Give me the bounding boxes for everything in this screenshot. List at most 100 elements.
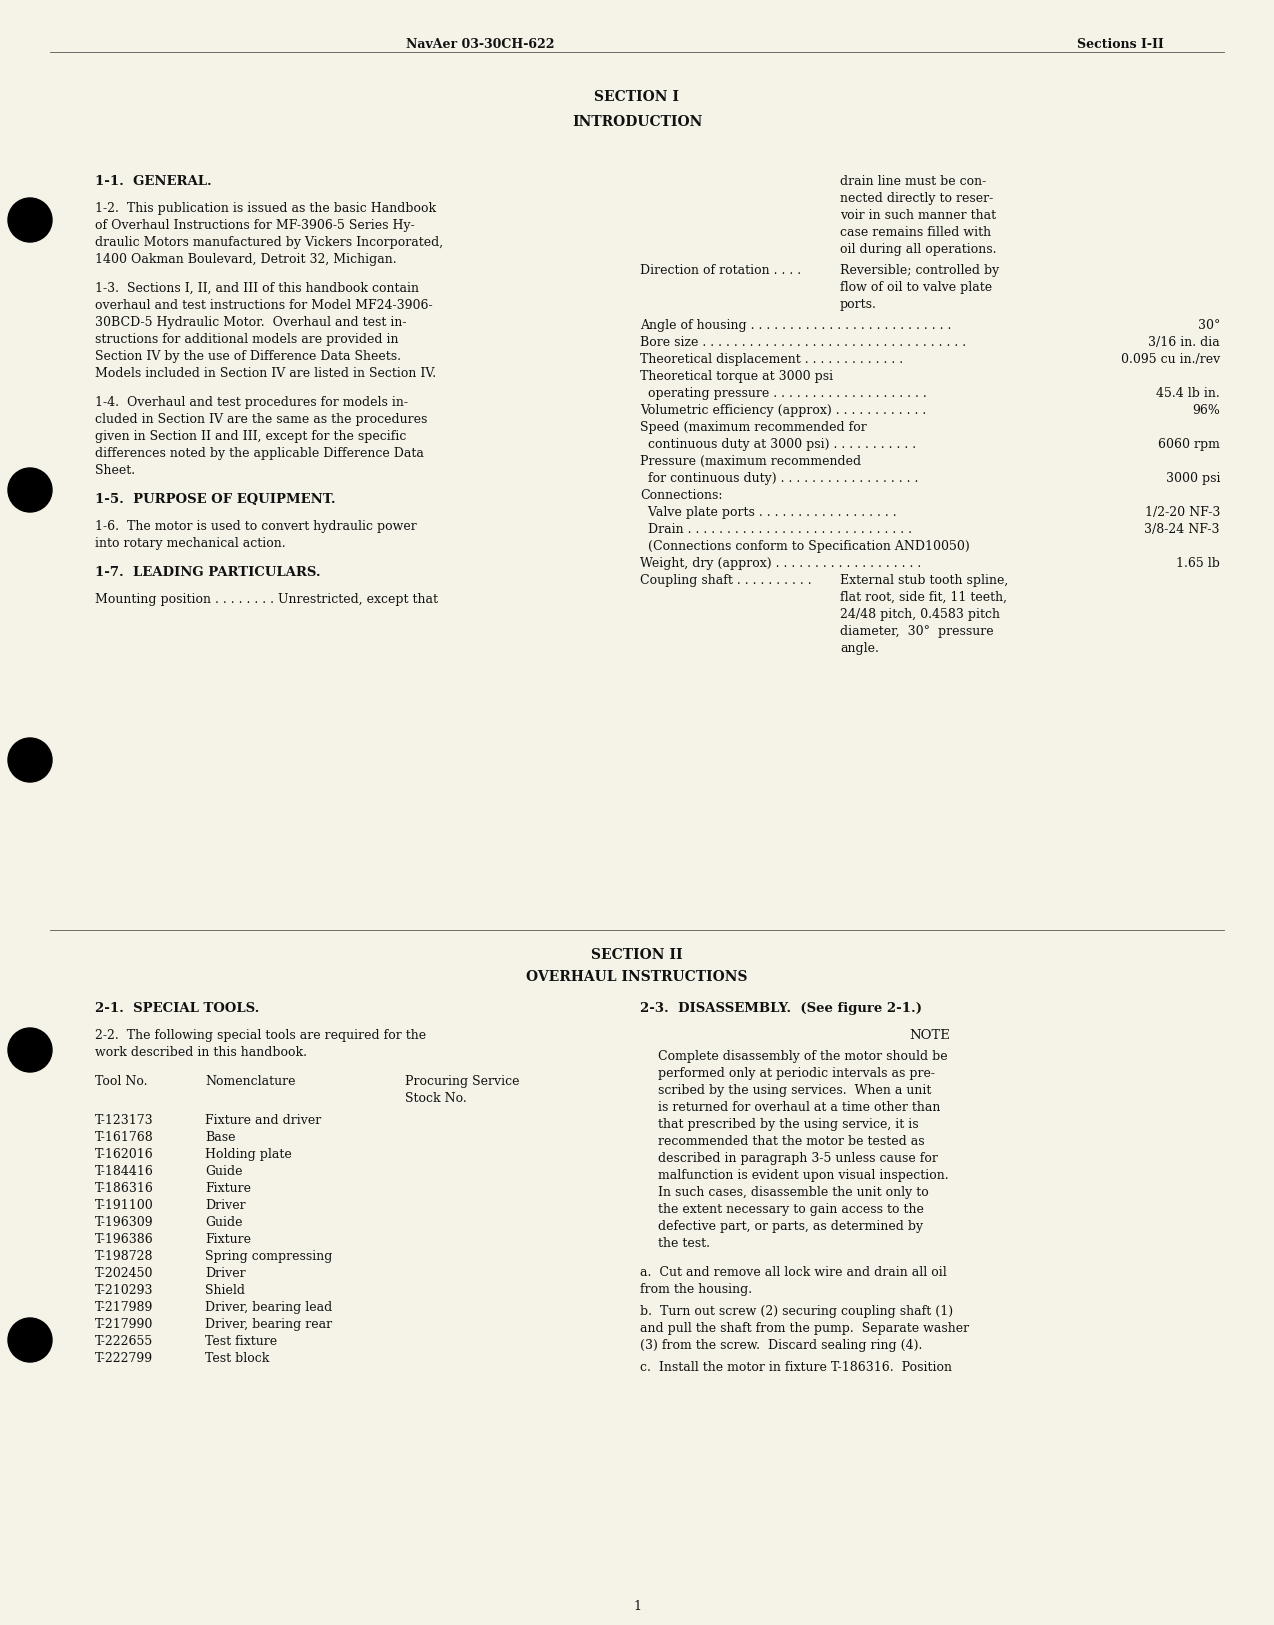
Circle shape: [8, 738, 52, 782]
Text: Drain . . . . . . . . . . . . . . . . . . . . . . . . . . . . .: Drain . . . . . . . . . . . . . . . . . …: [640, 523, 912, 536]
Text: voir in such manner that: voir in such manner that: [840, 210, 996, 223]
Text: defective part, or parts, as determined by: defective part, or parts, as determined …: [657, 1220, 924, 1233]
Text: of Overhaul Instructions for MF-3906-5 Series Hy-: of Overhaul Instructions for MF-3906-5 S…: [96, 219, 415, 232]
Text: 3/8-24 NF-3: 3/8-24 NF-3: [1144, 523, 1220, 536]
Text: T-222799: T-222799: [96, 1352, 153, 1365]
Text: Guide: Guide: [205, 1216, 242, 1228]
Text: External stub tooth spline,: External stub tooth spline,: [840, 574, 1008, 587]
Text: malfunction is evident upon visual inspection.: malfunction is evident upon visual inspe…: [657, 1168, 949, 1181]
Text: Theoretical displacement . . . . . . . . . . . . .: Theoretical displacement . . . . . . . .…: [640, 353, 903, 366]
Text: scribed by the using services.  When a unit: scribed by the using services. When a un…: [657, 1084, 931, 1097]
Text: Models included in Section IV are listed in Section IV.: Models included in Section IV are listed…: [96, 367, 436, 380]
Text: T-186316: T-186316: [96, 1181, 154, 1194]
Text: is returned for overhaul at a time other than: is returned for overhaul at a time other…: [657, 1102, 940, 1115]
Text: Volumetric efficiency (approx) . . . . . . . . . . . .: Volumetric efficiency (approx) . . . . .…: [640, 405, 926, 418]
Text: Procuring Service: Procuring Service: [405, 1076, 520, 1089]
Text: INTRODUCTION: INTRODUCTION: [572, 115, 702, 128]
Text: Angle of housing . . . . . . . . . . . . . . . . . . . . . . . . . .: Angle of housing . . . . . . . . . . . .…: [640, 318, 952, 331]
Text: 1-4.  Overhaul and test procedures for models in-: 1-4. Overhaul and test procedures for mo…: [96, 396, 408, 410]
Text: T-198728: T-198728: [96, 1250, 153, 1263]
Text: T-210293: T-210293: [96, 1284, 153, 1297]
Text: Fixture and driver: Fixture and driver: [205, 1115, 321, 1128]
Text: Driver, bearing lead: Driver, bearing lead: [205, 1302, 333, 1315]
Text: 1-1.  GENERAL.: 1-1. GENERAL.: [96, 176, 211, 188]
Text: ports.: ports.: [840, 297, 877, 310]
Text: structions for additional models are provided in: structions for additional models are pro…: [96, 333, 399, 346]
Text: cluded in Section IV are the same as the procedures: cluded in Section IV are the same as the…: [96, 413, 427, 426]
Text: Bore size . . . . . . . . . . . . . . . . . . . . . . . . . . . . . . . . . .: Bore size . . . . . . . . . . . . . . . …: [640, 336, 966, 349]
Text: Connections:: Connections:: [640, 489, 722, 502]
Text: T-217990: T-217990: [96, 1318, 153, 1331]
Text: 3/16 in. dia: 3/16 in. dia: [1148, 336, 1220, 349]
Text: from the housing.: from the housing.: [640, 1284, 752, 1297]
Text: the test.: the test.: [657, 1237, 710, 1250]
Text: draulic Motors manufactured by Vickers Incorporated,: draulic Motors manufactured by Vickers I…: [96, 236, 443, 249]
Text: T-184416: T-184416: [96, 1165, 154, 1178]
Text: case remains filled with: case remains filled with: [840, 226, 991, 239]
Circle shape: [8, 468, 52, 512]
Text: In such cases, disassemble the unit only to: In such cases, disassemble the unit only…: [657, 1186, 929, 1199]
Text: 30°: 30°: [1198, 318, 1220, 331]
Text: (Connections conform to Specification AND10050): (Connections conform to Specification AN…: [640, 540, 970, 552]
Text: Theoretical torque at 3000 psi: Theoretical torque at 3000 psi: [640, 370, 833, 383]
Text: Spring compressing: Spring compressing: [205, 1250, 333, 1263]
Text: 24/48 pitch, 0.4583 pitch: 24/48 pitch, 0.4583 pitch: [840, 608, 1000, 621]
Text: described in paragraph 3-5 unless cause for: described in paragraph 3-5 unless cause …: [657, 1152, 938, 1165]
Text: T-191100: T-191100: [96, 1199, 154, 1212]
Text: T-196386: T-196386: [96, 1233, 154, 1246]
Text: Stock No.: Stock No.: [405, 1092, 466, 1105]
Text: Mounting position . . . . . . . . Unrestricted, except that: Mounting position . . . . . . . . Unrest…: [96, 593, 438, 606]
Text: T-162016: T-162016: [96, 1147, 154, 1160]
Text: 1: 1: [633, 1601, 641, 1614]
Text: 1400 Oakman Boulevard, Detroit 32, Michigan.: 1400 Oakman Boulevard, Detroit 32, Michi…: [96, 254, 396, 266]
Text: Complete disassembly of the motor should be: Complete disassembly of the motor should…: [657, 1050, 948, 1063]
Text: T-217989: T-217989: [96, 1302, 153, 1315]
Text: Fixture: Fixture: [205, 1233, 251, 1246]
Text: NOTE: NOTE: [910, 1029, 950, 1042]
Text: 1-7.  LEADING PARTICULARS.: 1-7. LEADING PARTICULARS.: [96, 566, 321, 578]
Circle shape: [8, 198, 52, 242]
Text: operating pressure . . . . . . . . . . . . . . . . . . . .: operating pressure . . . . . . . . . . .…: [640, 387, 926, 400]
Text: differences noted by the applicable Difference Data: differences noted by the applicable Diff…: [96, 447, 424, 460]
Text: Driver: Driver: [205, 1199, 246, 1212]
Text: for continuous duty) . . . . . . . . . . . . . . . . . .: for continuous duty) . . . . . . . . . .…: [640, 471, 919, 484]
Text: 1-5.  PURPOSE OF EQUIPMENT.: 1-5. PURPOSE OF EQUIPMENT.: [96, 492, 335, 505]
Text: drain line must be con-: drain line must be con-: [840, 176, 986, 188]
Text: that prescribed by the using service, it is: that prescribed by the using service, it…: [657, 1118, 919, 1131]
Text: Driver, bearing rear: Driver, bearing rear: [205, 1318, 333, 1331]
Text: Section IV by the use of Difference Data Sheets.: Section IV by the use of Difference Data…: [96, 349, 401, 362]
Text: Holding plate: Holding plate: [205, 1147, 292, 1160]
Text: c.  Install the motor in fixture T-186316.  Position: c. Install the motor in fixture T-186316…: [640, 1362, 952, 1375]
Text: Tool No.: Tool No.: [96, 1076, 148, 1089]
Text: flow of oil to valve plate: flow of oil to valve plate: [840, 281, 992, 294]
Text: Weight, dry (approx) . . . . . . . . . . . . . . . . . . .: Weight, dry (approx) . . . . . . . . . .…: [640, 557, 921, 570]
Text: 2-1.  SPECIAL TOOLS.: 2-1. SPECIAL TOOLS.: [96, 1003, 260, 1016]
Text: oil during all operations.: oil during all operations.: [840, 244, 996, 257]
Text: T-123173: T-123173: [96, 1115, 154, 1128]
Text: recommended that the motor be tested as: recommended that the motor be tested as: [657, 1134, 925, 1147]
Text: 30BCD-5 Hydraulic Motor.  Overhaul and test in-: 30BCD-5 Hydraulic Motor. Overhaul and te…: [96, 315, 406, 328]
Text: overhaul and test instructions for Model MF24-3906-: overhaul and test instructions for Model…: [96, 299, 433, 312]
Text: Direction of rotation . . . .: Direction of rotation . . . .: [640, 263, 801, 276]
Text: performed only at periodic intervals as pre-: performed only at periodic intervals as …: [657, 1068, 935, 1081]
Text: Coupling shaft . . . . . . . . . .: Coupling shaft . . . . . . . . . .: [640, 574, 812, 587]
Text: Valve plate ports . . . . . . . . . . . . . . . . . .: Valve plate ports . . . . . . . . . . . …: [640, 505, 897, 518]
Text: Driver: Driver: [205, 1268, 246, 1280]
Text: 1/2-20 NF-3: 1/2-20 NF-3: [1144, 505, 1220, 518]
Text: 1.65 lb: 1.65 lb: [1176, 557, 1220, 570]
Text: Sheet.: Sheet.: [96, 465, 135, 478]
Text: T-222655: T-222655: [96, 1336, 153, 1349]
Text: continuous duty at 3000 psi) . . . . . . . . . . .: continuous duty at 3000 psi) . . . . . .…: [640, 439, 916, 452]
Text: (3) from the screw.  Discard sealing ring (4).: (3) from the screw. Discard sealing ring…: [640, 1339, 922, 1352]
Text: T-202450: T-202450: [96, 1268, 153, 1280]
Text: SECTION I: SECTION I: [595, 89, 679, 104]
Text: Test block: Test block: [205, 1352, 269, 1365]
Text: Guide: Guide: [205, 1165, 242, 1178]
Text: 0.095 cu in./rev: 0.095 cu in./rev: [1121, 353, 1220, 366]
Text: Fixture: Fixture: [205, 1181, 251, 1194]
Text: 1-2.  This publication is issued as the basic Handbook: 1-2. This publication is issued as the b…: [96, 202, 436, 214]
Text: SECTION II: SECTION II: [591, 947, 683, 962]
Circle shape: [8, 1318, 52, 1362]
Text: T-196309: T-196309: [96, 1216, 154, 1228]
Text: Sections I-II: Sections I-II: [1077, 37, 1163, 50]
